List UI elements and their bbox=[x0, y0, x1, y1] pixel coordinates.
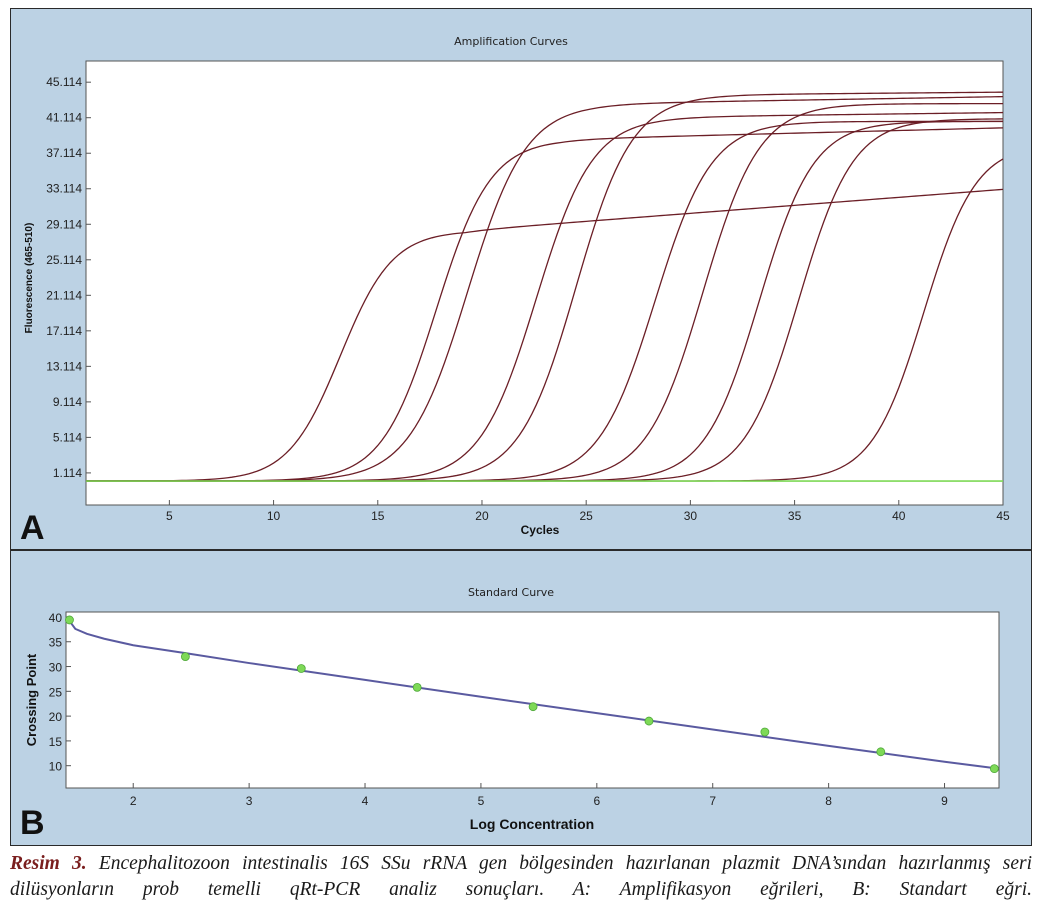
amplification-x-ticks: 5 10 15 20 25 30 35 40 45 bbox=[166, 500, 1010, 523]
amplification-y-ticks: 1.114 5.114 9.114 13.114 17.114 21.114 25.114 2… bbox=[46, 75, 91, 480]
x-tick-label: 40 bbox=[892, 509, 906, 523]
y-tick-label: 17.114 bbox=[46, 324, 82, 338]
standard-point bbox=[180, 652, 190, 662]
x-tick-label: 7 bbox=[709, 794, 716, 808]
standard-point bbox=[65, 615, 74, 625]
y-tick-label: 15 bbox=[49, 735, 63, 749]
x-tick-label: 5 bbox=[478, 794, 485, 808]
y-tick-label: 41.114 bbox=[46, 111, 82, 125]
standard-curve-title: Standard Curve bbox=[468, 586, 554, 599]
amplification-y-label: Fluorescence (465-510) bbox=[24, 223, 35, 334]
standard-point bbox=[876, 747, 886, 757]
standard-curve-y-ticks: 10 15 20 25 30 35 40 bbox=[49, 611, 71, 774]
standard-curve-x-label: Log Concentration bbox=[470, 816, 594, 832]
x-tick-label: 2 bbox=[130, 794, 137, 808]
standard-point bbox=[528, 702, 538, 712]
amplification-curve-1 bbox=[86, 188, 1004, 482]
standard-curve-y-label: Crossing Point bbox=[24, 653, 39, 746]
y-tick-label: 33.114 bbox=[46, 182, 82, 196]
y-tick-label: 45.114 bbox=[46, 75, 82, 89]
caption-text: Encephalitozoon intestinalis 16S SSu rRN… bbox=[10, 853, 1032, 900]
y-tick-label: 9.114 bbox=[53, 395, 82, 409]
y-tick-label: 37.114 bbox=[46, 146, 82, 160]
standard-point bbox=[760, 727, 770, 737]
y-tick-label: 25.114 bbox=[46, 253, 82, 267]
panel-letter-a: A bbox=[20, 509, 45, 547]
x-tick-label: 8 bbox=[825, 794, 832, 808]
x-tick-label: 4 bbox=[362, 794, 369, 808]
x-tick-label: 45 bbox=[996, 509, 1010, 523]
y-tick-label: 30 bbox=[49, 661, 63, 675]
y-tick-label: 25 bbox=[49, 685, 63, 699]
x-tick-label: 6 bbox=[593, 794, 600, 808]
y-tick-label: 13.114 bbox=[46, 359, 82, 373]
y-tick-label: 35 bbox=[49, 636, 63, 650]
x-tick-label: 20 bbox=[475, 509, 489, 523]
figure-caption: Resim 3. Encephalitozoon intestinalis 16… bbox=[10, 851, 1032, 903]
y-tick-label: 1.114 bbox=[53, 466, 82, 480]
x-tick-label: 25 bbox=[580, 509, 594, 523]
standard-curve-panel: Standard Curve 10 15 20 25 30 35 40 2 3 4 5 6 7 8 9 L… bbox=[20, 586, 1000, 842]
standard-point bbox=[412, 682, 422, 692]
x-tick-label: 35 bbox=[788, 509, 802, 523]
y-tick-label: 21.114 bbox=[46, 288, 82, 302]
amplification-plot-area bbox=[85, 60, 1004, 506]
x-tick-label: 30 bbox=[684, 509, 698, 523]
caption-label: Resim 3. bbox=[10, 853, 87, 874]
amplification-series bbox=[86, 91, 1004, 482]
y-tick-label: 5.114 bbox=[53, 430, 82, 444]
standard-curve-points bbox=[65, 615, 999, 774]
x-tick-label: 15 bbox=[371, 509, 385, 523]
standard-curve-fit-line bbox=[68, 620, 995, 770]
y-tick-label: 40 bbox=[49, 611, 63, 625]
amplification-title: Amplification Curves bbox=[454, 35, 568, 48]
standard-curve-x-ticks: 2 3 4 5 6 7 8 9 bbox=[130, 783, 948, 808]
standard-point bbox=[296, 664, 306, 673]
y-tick-label: 20 bbox=[49, 710, 63, 724]
standard-curve-plot-area bbox=[65, 611, 1000, 789]
amplification-panel: Amplification Curves 1.114 5.114 9.114 13.1… bbox=[20, 35, 1010, 547]
x-tick-label: 9 bbox=[941, 794, 948, 808]
y-tick-label: 29.114 bbox=[46, 217, 82, 231]
x-tick-label: 10 bbox=[267, 509, 281, 523]
standard-point bbox=[644, 716, 654, 726]
y-tick-label: 10 bbox=[49, 760, 63, 774]
panel-letter-b: B bbox=[20, 804, 45, 842]
x-tick-label: 5 bbox=[166, 509, 173, 523]
panel-divider bbox=[10, 549, 1032, 551]
standard-curve-line-group bbox=[68, 620, 995, 770]
standard-point bbox=[989, 764, 999, 774]
amplification-x-label: Cycles bbox=[521, 523, 560, 537]
x-tick-label: 3 bbox=[246, 794, 253, 808]
